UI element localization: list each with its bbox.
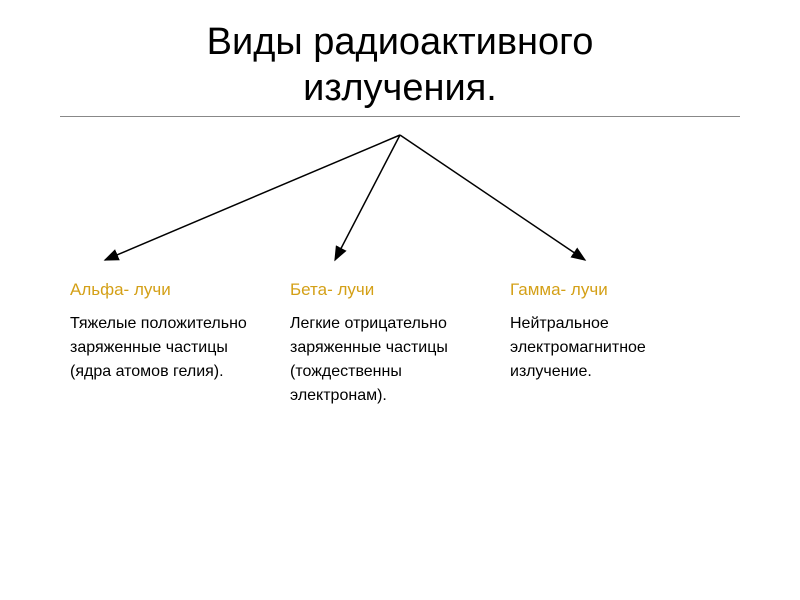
column-desc-beta: Легкие отрицательно заряженные частицы (… xyxy=(290,312,485,408)
title-line1: Виды радиоактивного xyxy=(207,21,594,63)
columns-container: Альфа- лучи Тяжелые положительно заряжен… xyxy=(0,280,800,408)
column-beta: Бета- лучи Легкие отрицательно заряженны… xyxy=(290,280,510,408)
column-title-beta: Бета- лучи xyxy=(290,280,485,300)
arrows-svg xyxy=(0,130,800,280)
column-gamma: Гамма- лучи Нейтральное электромагнитное… xyxy=(510,280,730,408)
column-title-alpha: Альфа- лучи xyxy=(70,280,265,300)
column-desc-gamma: Нейтральное электромагнитное излучение. xyxy=(510,312,705,384)
column-desc-alpha: Тяжелые положительно заряженные частицы … xyxy=(70,312,265,384)
column-alpha: Альфа- лучи Тяжелые положительно заряжен… xyxy=(70,280,290,408)
title-line2: излучения. xyxy=(303,67,497,109)
page-title: Виды радиоактивного излучения. xyxy=(0,0,800,111)
arrows-container xyxy=(0,130,800,280)
title-underline xyxy=(60,116,740,117)
column-title-gamma: Гамма- лучи xyxy=(510,280,705,300)
